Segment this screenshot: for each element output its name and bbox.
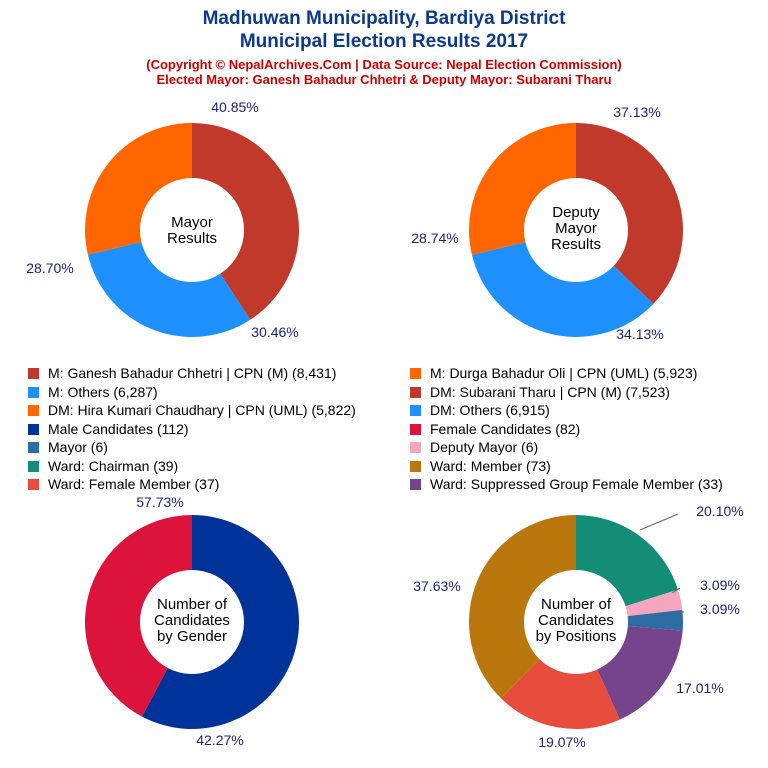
legend-item: DM: Subarani Tharu | CPN (M) (7,523) <box>410 384 670 400</box>
legend-swatch <box>410 442 421 453</box>
legend-item: M: Durga Bahadur Oli | CPN (UML) (5,923) <box>410 365 697 381</box>
donut-4-slice-2 <box>625 589 683 617</box>
legend-swatch <box>410 405 421 416</box>
legend-label: Ward: Chairman (39) <box>48 457 179 474</box>
donut-4-pct-label-6: 37.63% <box>413 578 460 594</box>
donut-2-slice-1 <box>576 123 683 304</box>
legend-label: M: Ganesh Bahadur Chhetri | CPN (M) (8,4… <box>48 365 337 381</box>
donut-4-pct-label-4: 17.01% <box>676 680 723 696</box>
legend-item: DM: Hira Kumari Chaudhary | CPN (UML) (5… <box>28 402 356 418</box>
legend-label: Ward: Female Member (37) <box>48 476 220 492</box>
donut-4-pct-label-1: 20.10% <box>696 503 743 519</box>
donut-2-center-label: Mayor <box>555 220 597 237</box>
legend-item: DM: Others (6,915) <box>410 402 550 418</box>
legend-item: Ward: Suppressed Group Female Member (33… <box>410 476 723 492</box>
donut-4-slice-4 <box>597 626 683 720</box>
legend-swatch <box>28 460 39 472</box>
legend-swatch <box>410 479 421 490</box>
legend-item: Deputy Mayor (6) <box>410 439 538 455</box>
legend-item: Ward: Chairman (39) <box>28 458 178 474</box>
donut-4-pct-label-2: 3.09% <box>700 577 740 593</box>
legend-item: Ward: Female Member (37) <box>28 476 219 492</box>
legend-label: DM: Others (6,915) <box>430 402 550 418</box>
legend-item: Male Candidates (112) <box>28 421 189 437</box>
legend-label: Deputy Mayor (6) <box>430 439 539 455</box>
donut-2-slice-2 <box>471 242 654 337</box>
donut-4-slice-3 <box>627 609 683 631</box>
legend-swatch <box>28 442 39 453</box>
donut-2-center-label: Deputy <box>552 204 600 221</box>
legend-swatch <box>28 479 39 490</box>
donut-2-pct-label-3: 28.74% <box>411 230 458 246</box>
donut-1-slice-2 <box>87 241 251 337</box>
donut-4-pct-label-5: 19.07% <box>538 734 585 750</box>
donut-3-slice-1 <box>142 515 300 729</box>
donut-3-pct-label-2: 42.27% <box>196 732 243 748</box>
donut-2-pct-label-1: 37.13% <box>613 104 660 120</box>
donut-1-slice-3 <box>85 123 192 255</box>
legend-label: M: Others (6,287) <box>48 383 158 400</box>
legend-label: Mayor (6) <box>48 439 108 455</box>
legend-item: Female Candidates (82) <box>410 421 580 437</box>
legend-label: Female Candidates (82) <box>430 420 581 437</box>
donut-3-slice-2 <box>85 515 192 717</box>
legend-label: Male Candidates (112) <box>48 420 189 437</box>
donut-1-center-label: Mayor <box>171 214 213 231</box>
donut-4-slice-6 <box>469 515 576 699</box>
chart-title-line-1: Madhuwan Municipality, Bardiya District <box>202 8 566 29</box>
legend-label: M: Durga Bahadur Oli | CPN (UML) (5,923) <box>430 365 698 381</box>
donut-2-pct-label-2: 34.13% <box>616 326 663 342</box>
chart-title-line-2: Municipal Election Results 2017 <box>239 31 529 52</box>
legend-swatch <box>28 423 39 435</box>
legend-swatch <box>28 405 39 416</box>
donut-1-slice-1 <box>192 123 299 320</box>
legend-swatch <box>410 386 421 398</box>
donut-1-pct-label-3: 28.70% <box>26 260 73 276</box>
legend-label: Ward: Member (73) <box>430 457 551 474</box>
donut-4-center-label: Number of <box>541 596 612 613</box>
donut-3-center-label: by Gender <box>157 628 227 645</box>
donut-3-center-label: Candidates <box>154 612 230 629</box>
donut-4-slice-5 <box>500 659 620 729</box>
donut-4-center-label: Candidates <box>538 612 614 629</box>
donut-4-pct-label-3: 3.09% <box>700 601 740 617</box>
legend-item: Ward: Member (73) <box>410 458 551 474</box>
donut-4-center-label: by Positions <box>536 628 617 645</box>
donut-3-center-label: Number of <box>157 596 228 613</box>
legend-swatch <box>28 368 39 379</box>
donut-1-center-label: Results <box>167 230 217 247</box>
legend-label: DM: Hira Kumari Chaudhary | CPN (UML) (5… <box>48 402 356 418</box>
legend-swatch <box>410 460 421 472</box>
copyright-line: (Copyright © NepalArchives.Com | Data So… <box>146 57 622 72</box>
donut-1-pct-label-2: 30.46% <box>251 324 298 340</box>
legend-label: Ward: Suppressed Group Female Member (33… <box>430 476 723 492</box>
donut-4-slice-1 <box>576 515 678 607</box>
donut-1-pct-label-1: 40.85% <box>211 99 258 115</box>
donut-2-slice-3 <box>468 123 576 255</box>
legend-label: DM: Subarani Tharu | CPN (M) (7,523) <box>430 383 670 400</box>
elected-line: Elected Mayor: Ganesh Bahadur Chhetri & … <box>156 72 612 87</box>
leader-line-1 <box>639 513 679 531</box>
legend-item: Mayor (6) <box>28 439 108 455</box>
legend-swatch <box>410 423 421 435</box>
donut-2-center-label: Results <box>551 236 601 253</box>
donut-3-pct-label-1: 57.73% <box>136 494 183 510</box>
leader-line-2 <box>671 587 681 594</box>
legend-item: M: Ganesh Bahadur Chhetri | CPN (M) (8,4… <box>28 365 336 381</box>
legend-swatch <box>28 386 39 398</box>
legend-item: M: Others (6,287) <box>28 384 158 400</box>
legend-swatch <box>410 368 421 379</box>
